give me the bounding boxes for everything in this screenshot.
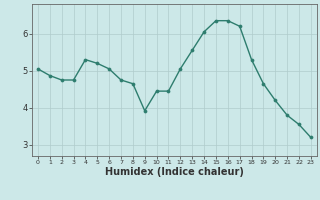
X-axis label: Humidex (Indice chaleur): Humidex (Indice chaleur) bbox=[105, 167, 244, 177]
